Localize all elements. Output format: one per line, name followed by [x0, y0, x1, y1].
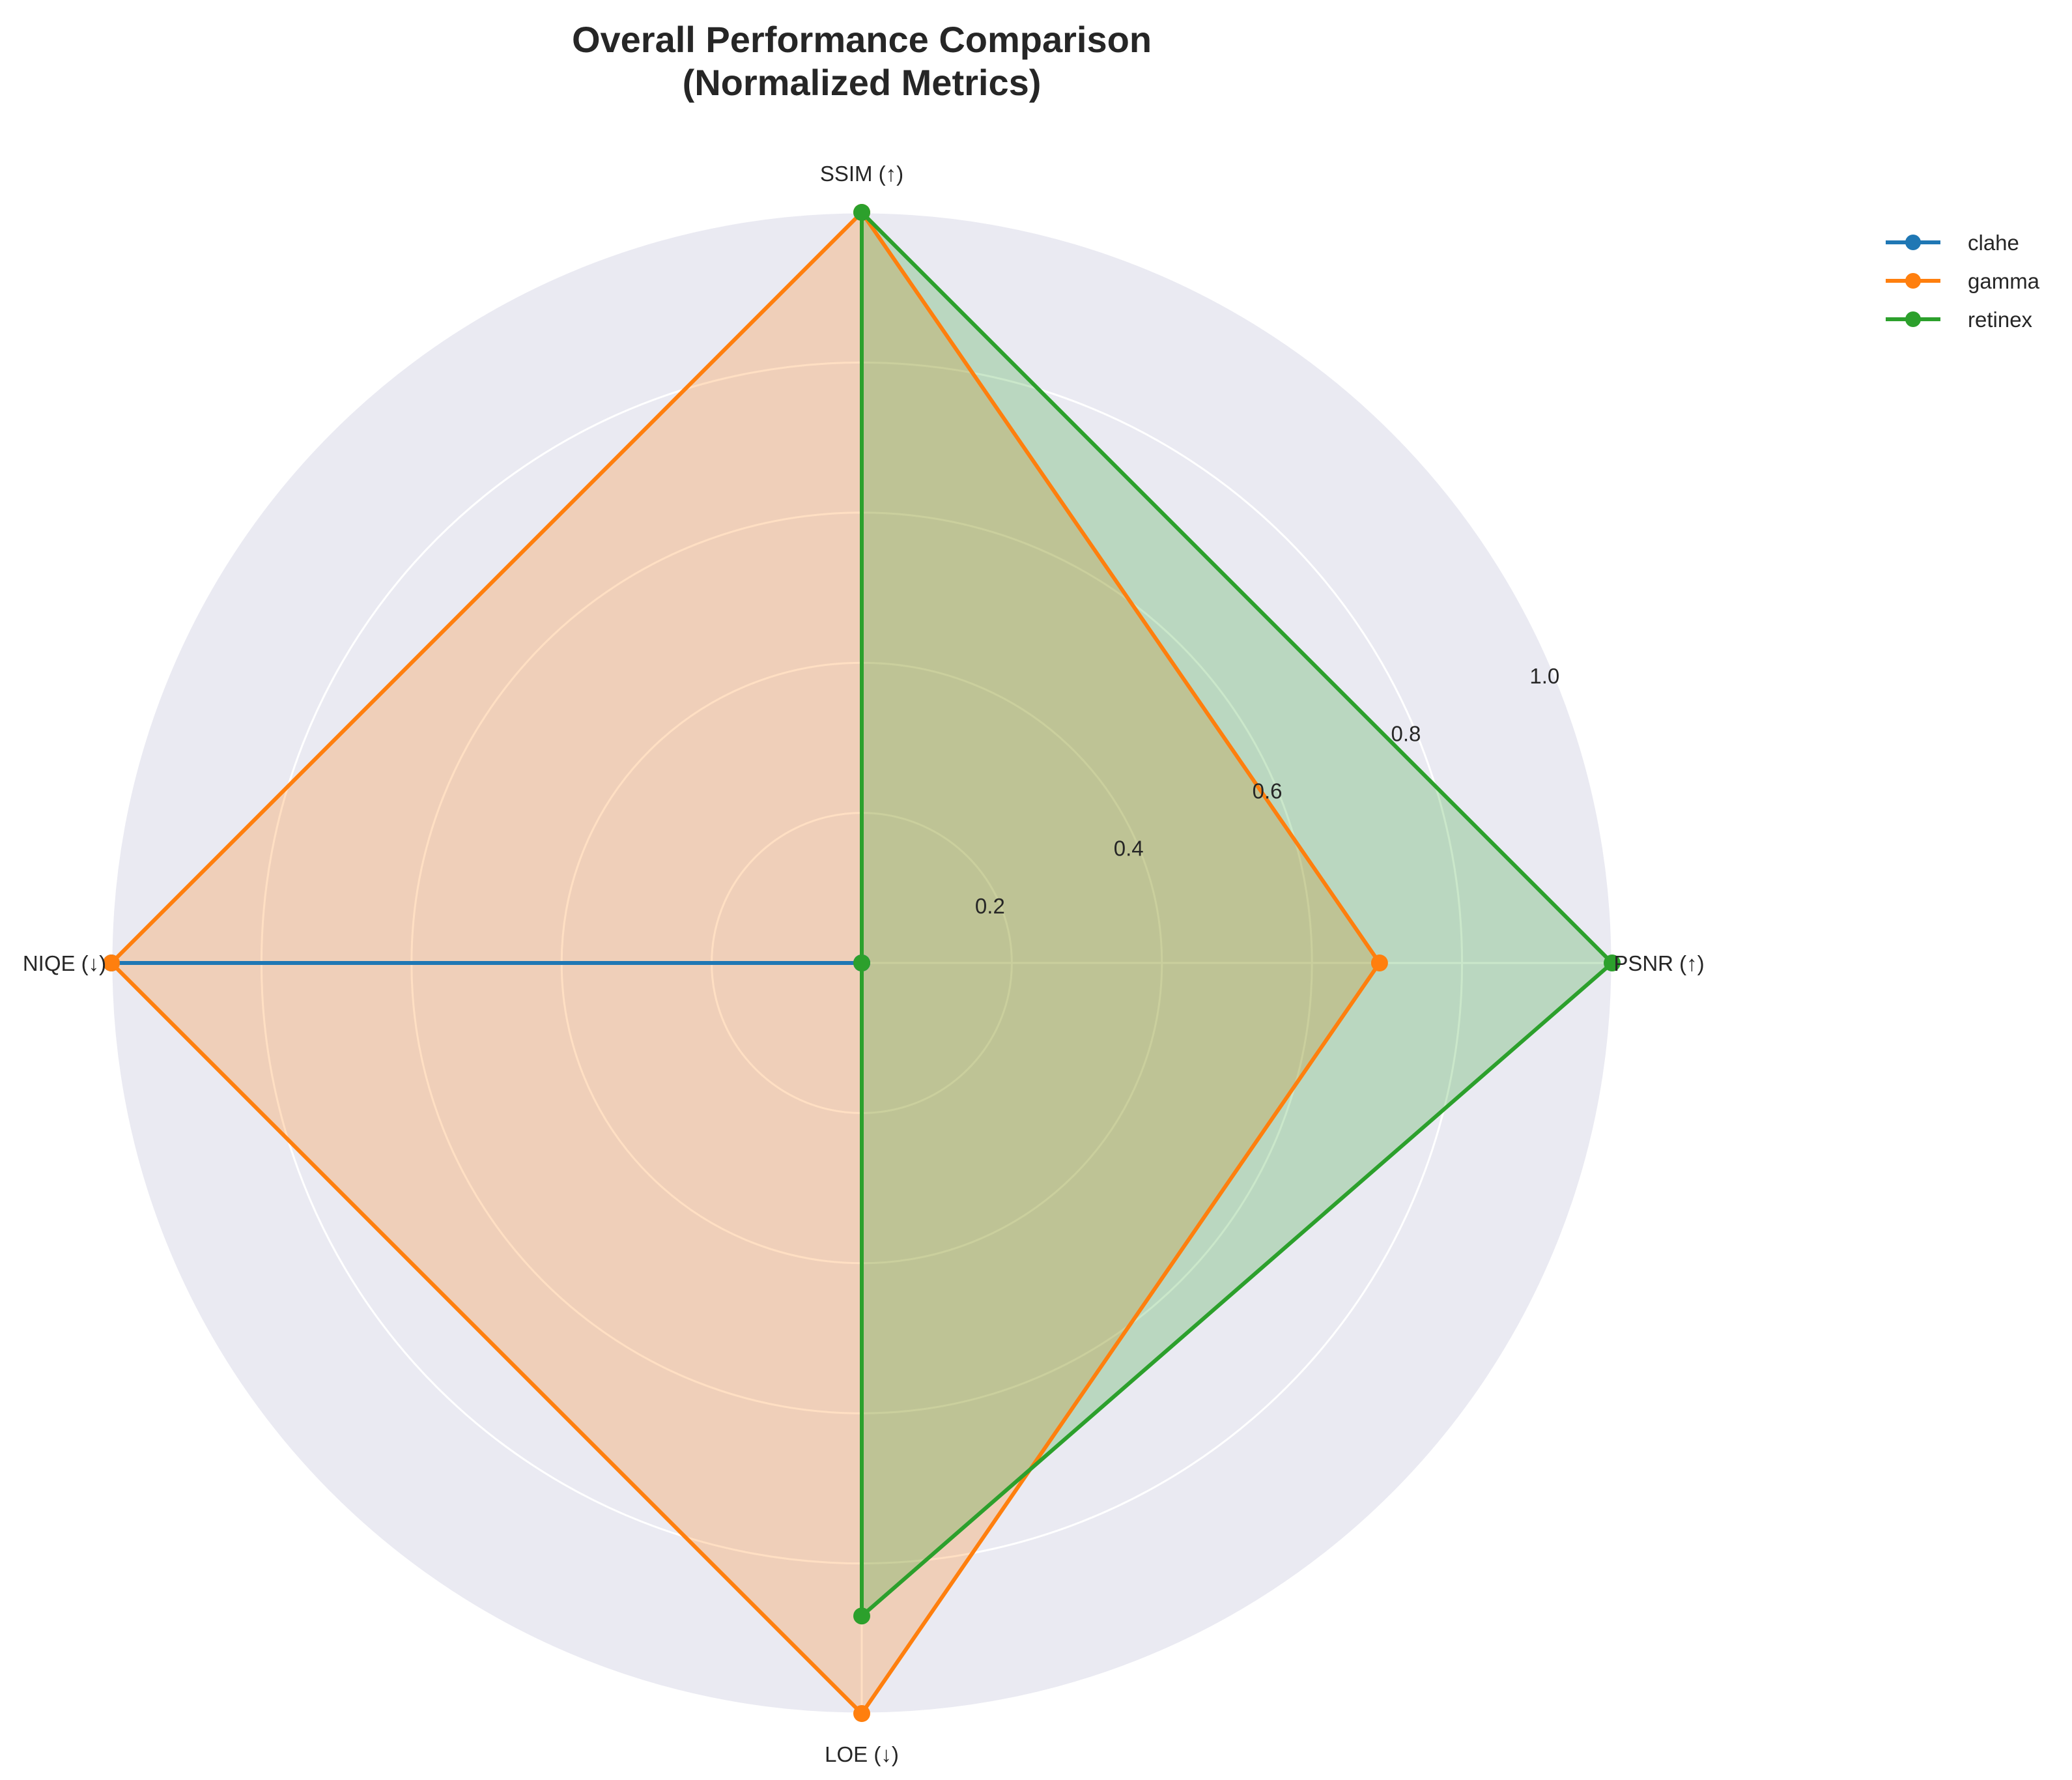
axis-label-3: NIQE (↓): [23, 951, 106, 975]
legend-marker-retinex: [1905, 311, 1921, 327]
series-lines: [103, 204, 1621, 1722]
legend-label-clahe: clahe: [1968, 231, 2019, 255]
series-point-retinex-1: [1604, 955, 1621, 971]
legend-label-retinex: retinex: [1968, 308, 2033, 332]
radial-tick-label-4: 0.8: [1391, 721, 1421, 745]
axis-labels: PSNR (↑) SSIM (↑) NIQE (↓) LOE (↓): [23, 162, 1705, 1766]
legend-marker-clahe: [1905, 235, 1921, 250]
series-retinex: [853, 204, 1621, 1625]
series-point-gamma-4: [853, 1705, 870, 1722]
series-fill-retinex: [862, 212, 1612, 1616]
legend-entry-gamma: gamma: [1886, 269, 2040, 293]
chart-title: Overall Performance Comparison(Normalize…: [572, 19, 1152, 103]
series-point-gamma-3: [103, 955, 120, 971]
radial-tick-label-2: 0.4: [1114, 837, 1144, 861]
axis-label-2: SSIM (↑): [820, 162, 903, 186]
series-point-retinex-2: [853, 204, 870, 221]
radial-tick-label-3: 0.6: [1253, 779, 1283, 803]
radial-tick-label-1: 0.2: [975, 894, 1005, 918]
series-point-retinex-3: [853, 955, 870, 971]
series-point-retinex-4: [853, 1607, 870, 1625]
axis-label-1: PSNR (↑): [1613, 951, 1704, 975]
legend-entry-retinex: retinex: [1886, 308, 2033, 332]
title-line-2: (Normalized Metrics): [683, 62, 1042, 103]
legend: clahe gamma retinex: [1886, 231, 2040, 332]
legend-entry-clahe: clahe: [1886, 231, 2019, 255]
series-point-gamma-1: [1370, 955, 1388, 971]
axis-label-4: LOE (↓): [825, 1742, 899, 1766]
title-line-1: Overall Performance Comparison: [572, 19, 1152, 60]
radial-tick-label-5: 1.0: [1529, 664, 1559, 688]
radial-tick-labels: 0.2 0.4 0.6 0.8 1.0: [975, 664, 1559, 918]
legend-label-gamma: gamma: [1968, 269, 2040, 293]
legend-marker-gamma: [1905, 273, 1921, 289]
